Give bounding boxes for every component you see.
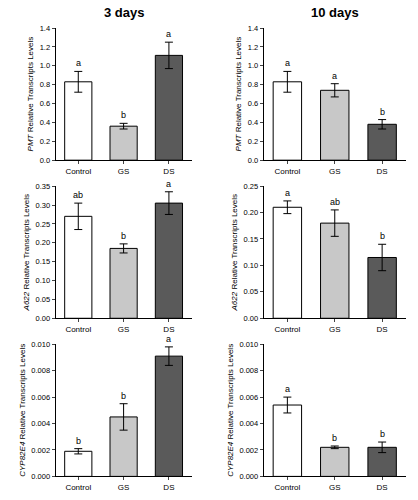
svg-text:1.2: 1.2 [248, 43, 258, 52]
svg-text:0.8: 0.8 [248, 80, 258, 89]
svg-text:0.25: 0.25 [36, 220, 51, 229]
svg-text:0.20: 0.20 [36, 238, 51, 247]
svg-text:0.8: 0.8 [40, 80, 50, 89]
svg-text:0.010: 0.010 [31, 340, 50, 349]
svg-text:b: b [76, 436, 81, 446]
svg-text:DS: DS [163, 483, 174, 492]
svg-text:0.30: 0.30 [36, 201, 51, 210]
svg-text:0.10: 0.10 [244, 261, 259, 270]
svg-text:1.2: 1.2 [40, 43, 50, 52]
svg-text:GS: GS [329, 483, 341, 492]
svg-text:1.0: 1.0 [40, 61, 50, 70]
svg-text:0.20: 0.20 [244, 208, 259, 217]
svg-text:0.0: 0.0 [248, 156, 258, 165]
svg-text:DS: DS [377, 325, 388, 334]
svg-text:a: a [285, 384, 290, 394]
svg-text:a: a [166, 179, 171, 189]
svg-text:Control: Control [274, 325, 300, 334]
svg-text:ab: ab [330, 197, 340, 207]
svg-text:1.0: 1.0 [248, 61, 258, 70]
svg-text:b: b [380, 107, 385, 117]
svg-text:0.000: 0.000 [239, 472, 258, 481]
svg-text:GS: GS [329, 325, 341, 334]
svg-text:A622 Relative Transcripts Leve: A622 Relative Transcripts Levels [22, 194, 31, 312]
svg-text:0.25: 0.25 [244, 182, 259, 191]
svg-text:0.2: 0.2 [248, 137, 258, 146]
svg-text:CYP82E4 Relative Transcripts L: CYP82E4 Relative Transcripts Levels [226, 344, 235, 477]
svg-text:CYP82E4 Relative Transcripts L: CYP82E4 Relative Transcripts Levels [18, 344, 27, 477]
svg-text:0.000: 0.000 [31, 472, 50, 481]
svg-text:Control: Control [274, 483, 300, 492]
svg-text:10 days: 10 days [311, 5, 359, 20]
svg-text:0.15: 0.15 [244, 235, 259, 244]
svg-text:DS: DS [163, 167, 174, 176]
svg-text:0.002: 0.002 [31, 446, 50, 455]
svg-text:b: b [121, 391, 126, 401]
svg-text:A622 Relative Transcripts Leve: A622 Relative Transcripts Levels [230, 194, 239, 312]
svg-text:3 days: 3 days [104, 5, 144, 20]
svg-text:0.010: 0.010 [239, 340, 258, 349]
svg-text:0.6: 0.6 [248, 99, 258, 108]
svg-text:a: a [332, 71, 337, 81]
svg-text:DS: DS [377, 167, 388, 176]
svg-text:DS: DS [163, 325, 174, 334]
svg-text:ab: ab [73, 190, 83, 200]
svg-text:0.15: 0.15 [36, 257, 51, 266]
svg-text:0.006: 0.006 [31, 393, 50, 402]
svg-text:0.006: 0.006 [239, 393, 258, 402]
svg-text:0.004: 0.004 [31, 419, 50, 428]
svg-text:0.004: 0.004 [239, 419, 258, 428]
svg-text:1.4: 1.4 [40, 24, 50, 33]
svg-text:GS: GS [329, 167, 341, 176]
svg-text:b: b [121, 110, 126, 120]
svg-text:0.6: 0.6 [40, 99, 50, 108]
svg-text:0.0: 0.0 [40, 156, 50, 165]
svg-text:0.2: 0.2 [40, 137, 50, 146]
svg-text:0.35: 0.35 [36, 182, 51, 191]
svg-text:Control: Control [65, 483, 91, 492]
svg-text:Control: Control [65, 167, 91, 176]
svg-text:GS: GS [118, 167, 130, 176]
svg-text:b: b [380, 231, 385, 241]
svg-text:GS: GS [118, 325, 130, 334]
svg-text:PMT Relative Transcripts Level: PMT Relative Transcripts Levels [234, 37, 243, 152]
svg-text:0.002: 0.002 [239, 446, 258, 455]
svg-text:b: b [332, 433, 337, 443]
svg-text:0.4: 0.4 [248, 118, 258, 127]
svg-text:0.00: 0.00 [36, 314, 51, 323]
svg-text:a: a [285, 58, 290, 68]
svg-text:GS: GS [118, 483, 130, 492]
svg-text:DS: DS [377, 483, 388, 492]
svg-text:b: b [121, 231, 126, 241]
svg-text:a: a [76, 58, 81, 68]
svg-text:0.008: 0.008 [31, 366, 50, 375]
svg-text:1.4: 1.4 [248, 24, 258, 33]
svg-text:Control: Control [274, 167, 300, 176]
svg-text:0.05: 0.05 [36, 295, 51, 304]
svg-text:0.008: 0.008 [239, 366, 258, 375]
svg-text:Control: Control [65, 325, 91, 334]
svg-text:PMT Relative Transcripts Level: PMT Relative Transcripts Levels [26, 37, 35, 152]
svg-text:0.4: 0.4 [40, 118, 50, 127]
svg-text:a: a [285, 188, 290, 198]
svg-text:b: b [380, 429, 385, 439]
svg-text:0.10: 0.10 [36, 276, 51, 285]
svg-text:a: a [166, 29, 171, 39]
svg-text:0.00: 0.00 [244, 314, 259, 323]
svg-text:0.05: 0.05 [244, 287, 259, 296]
svg-text:a: a [166, 334, 171, 344]
